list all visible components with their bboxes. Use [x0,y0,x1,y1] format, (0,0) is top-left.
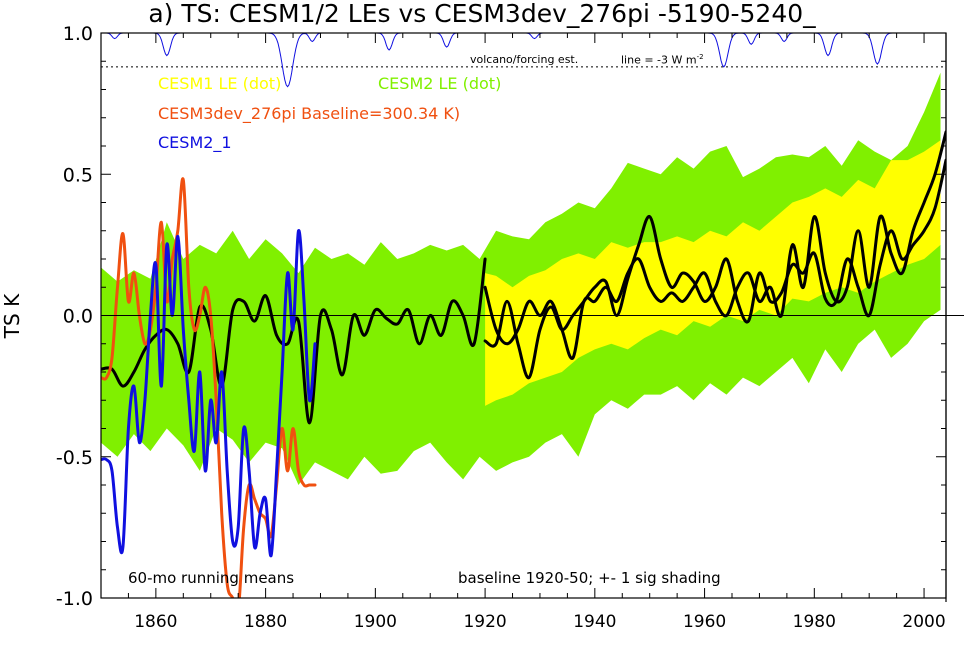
legend-label-cesm3dev: CESM3dev_276pi Baseline=300.34 K) [158,104,461,123]
x-tick-label: 2000 [902,612,945,632]
x-tick-label: 1900 [354,612,397,632]
series-line-3 [483,130,946,360]
y-axis-label: TS K [0,293,24,339]
x-tick-label: 1980 [793,612,836,632]
legend-entry-cesm2: CESM2 LE (dot) [378,74,501,93]
x-tick-label: 1860 [134,612,177,632]
volcano-forcing-label: volcano/forcing est. [470,53,578,66]
series-line-1 [101,257,487,425]
y-tick-label: 0.5 [63,164,93,186]
chart-title: a) TS: CESM1/2 LEs vs CESM3dev_276pi -51… [148,0,816,28]
tick-labels: 1860 1880 1900 1920 1940 1960 1980 2000 -1.0 -0.5… [56,23,946,632]
running-means-text: 60-mo running means [128,569,295,587]
legend-label-cesm2: CESM2 LE (dot) [378,74,502,93]
series-line-5 [101,229,317,558]
running-means-note: 60-mo running means [128,569,294,587]
legend-entry-cesm2-1: CESM2_1 [158,133,232,152]
axes [100,32,964,602]
x-tick-label: 1920 [463,612,506,632]
x-tick-label: 1960 [683,612,726,632]
forcing-scale-superscript: -2 [696,53,704,61]
volcano-label-text: volcano/forcing est. [470,53,579,66]
legend-entry-cesm1: CESM1 LE (dot) [158,74,281,93]
legend-label-cesm1: CESM1 LE (dot) [158,74,282,93]
baseline-note: baseline 1920-50; +- 1 sig shading [458,569,721,587]
legend-entry-cesm3dev: CESM3dev_276pi Baseline=300.34 K) [158,104,460,123]
forcing-scale-text: line = -3 W m [621,53,697,67]
forcing-scale-label: line = -3 W m-2 [621,53,704,67]
y-tick-label: -0.5 [56,447,93,469]
y-tick-label: -1.0 [56,588,93,610]
legend-label-cesm2-1: CESM2_1 [158,133,232,152]
x-tick-label: 1880 [244,612,287,632]
cesm1-le-shading [485,140,941,406]
y-tick-label: 0.0 [63,306,93,328]
baseline-note-text: baseline 1920-50; +- 1 sig shading [458,569,721,587]
x-tick-label: 1940 [573,612,616,632]
y-tick-label: 1.0 [63,23,93,45]
